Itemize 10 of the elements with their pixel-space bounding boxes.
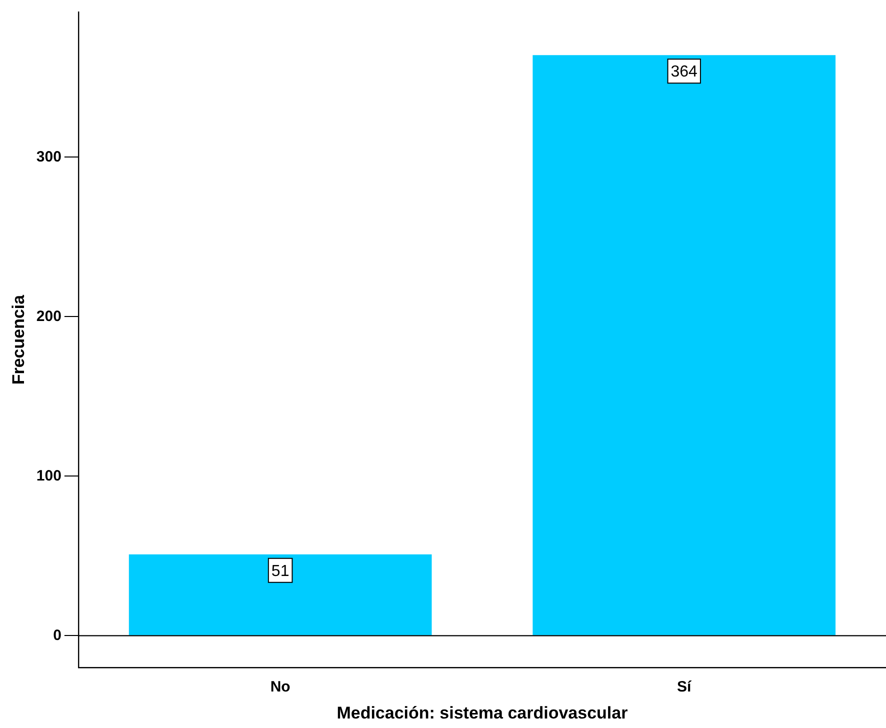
x-tick-label: No — [270, 678, 290, 696]
y-tick-label: 200 — [36, 308, 62, 325]
y-tick-label: 100 — [36, 467, 62, 484]
data-label: 51 — [271, 562, 290, 580]
y-tick-label: 0 — [53, 626, 62, 644]
y-axis-title: Frecuencia — [8, 294, 28, 385]
x-axis-title: Medicación: sistema cardiovascular — [336, 703, 628, 722]
data-label: 364 — [670, 63, 698, 80]
y-tick-label: 300 — [36, 148, 62, 166]
x-tick-label: Sí — [677, 678, 692, 696]
